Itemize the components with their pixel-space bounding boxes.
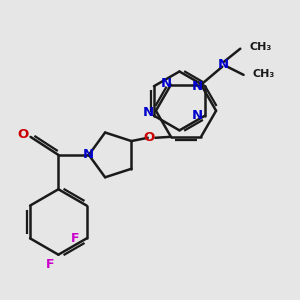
Text: N: N bbox=[218, 58, 229, 70]
Text: N: N bbox=[160, 76, 172, 89]
Text: N: N bbox=[82, 148, 93, 161]
Text: N: N bbox=[192, 109, 203, 122]
Text: O: O bbox=[18, 128, 29, 141]
Text: CH₃: CH₃ bbox=[253, 69, 275, 79]
Text: N: N bbox=[192, 80, 203, 93]
Text: CH₃: CH₃ bbox=[250, 42, 272, 52]
Text: F: F bbox=[46, 258, 55, 271]
Text: F: F bbox=[71, 232, 80, 245]
Text: N: N bbox=[143, 106, 154, 119]
Text: O: O bbox=[144, 131, 155, 144]
